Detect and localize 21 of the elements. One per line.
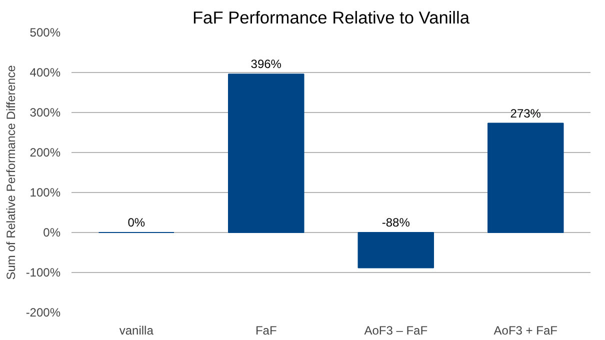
x-tick-label: vanilla [119, 324, 154, 338]
y-tick-label: 400% [30, 66, 61, 80]
bar [358, 232, 434, 268]
bar [228, 74, 304, 233]
x-tick-label: AoF3 + FaF [494, 324, 558, 338]
bar [487, 122, 564, 233]
data-label: 273% [510, 106, 542, 120]
data-label: 396% [250, 57, 282, 72]
data-label: 0% [128, 216, 146, 230]
y-tick-label: 100% [30, 186, 61, 200]
y-tick-label: -100% [26, 266, 61, 280]
x-tick-label: AoF3 – FaF [364, 324, 428, 338]
y-tick-label: -200% [26, 306, 61, 320]
x-tick-label: FaF [255, 324, 277, 338]
data-label: -88% [382, 216, 410, 230]
y-tick-label: 300% [30, 106, 61, 120]
y-axis-title: Sum of Relative Performance Difference [4, 64, 18, 280]
y-tick-label: 200% [30, 146, 61, 160]
chart-title: FaF Performance Relative to Vanilla [192, 8, 470, 28]
y-tick-label: 500% [30, 26, 61, 40]
y-tick-label: 0% [43, 226, 61, 240]
